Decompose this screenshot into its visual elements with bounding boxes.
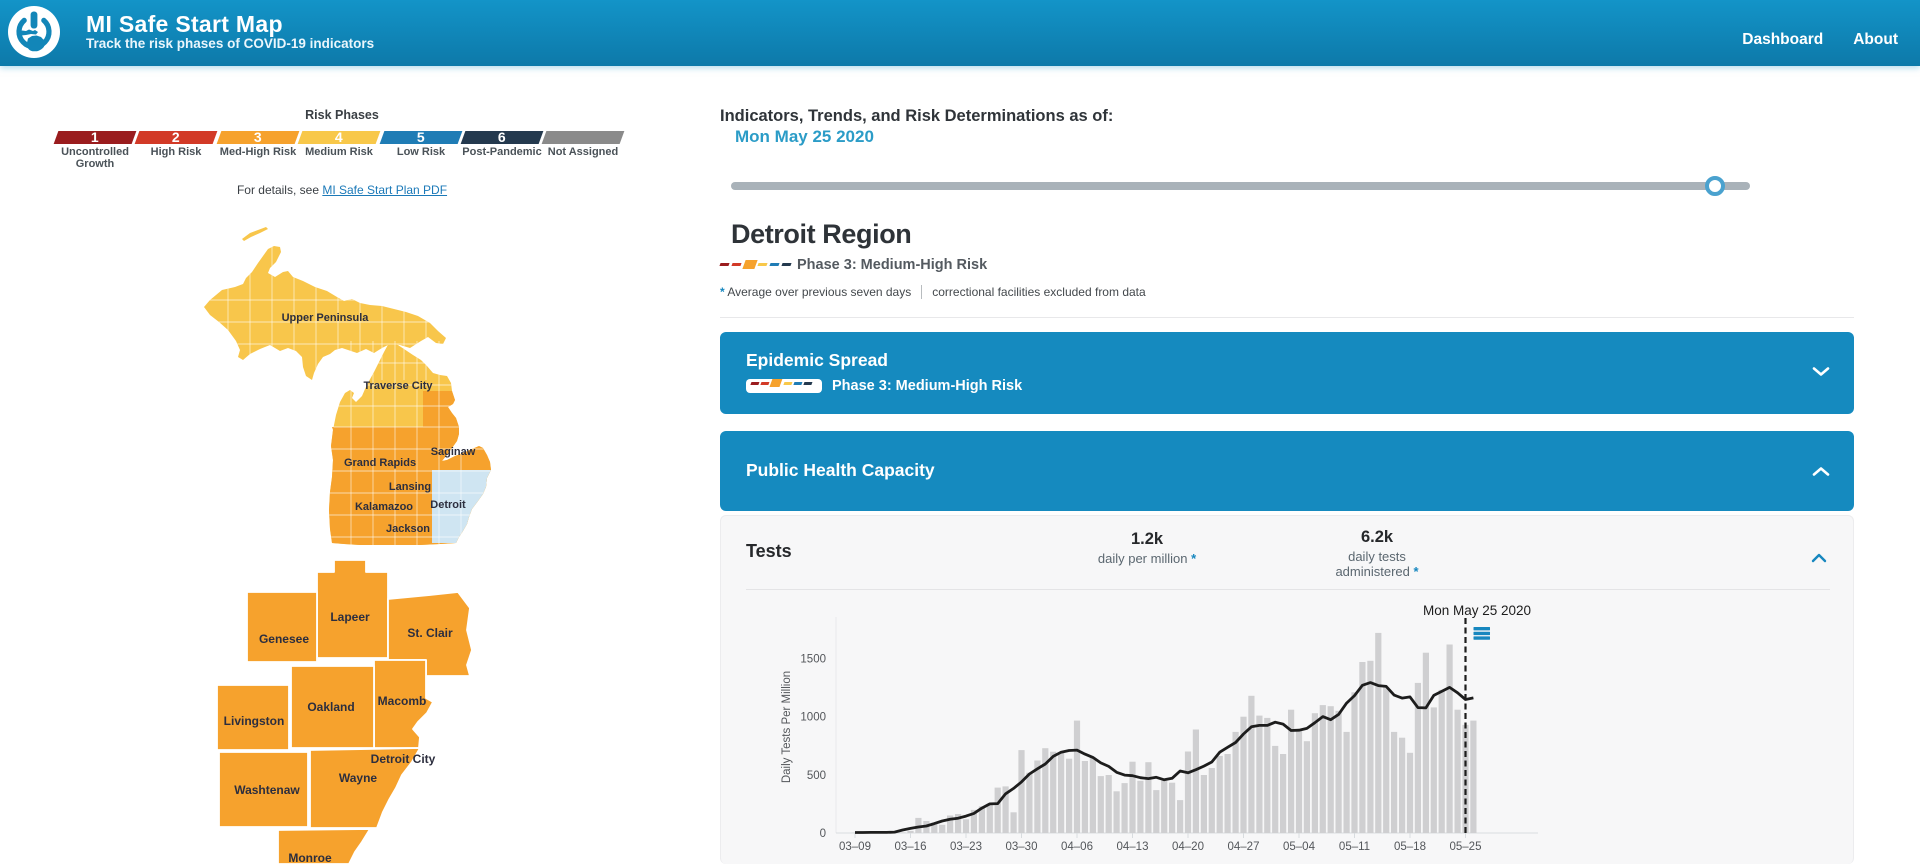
svg-text:Oakland: Oakland bbox=[307, 700, 354, 714]
svg-text:500: 500 bbox=[807, 770, 826, 782]
svg-text:0: 0 bbox=[820, 828, 826, 840]
svg-text:Detroit City: Detroit City bbox=[371, 752, 436, 766]
svg-text:Mon May 25 2020: Mon May 25 2020 bbox=[1423, 603, 1531, 618]
svg-text:Detroit: Detroit bbox=[430, 499, 466, 511]
svg-text:04–27: 04–27 bbox=[1228, 841, 1260, 853]
svg-text:1000: 1000 bbox=[800, 712, 826, 724]
svg-text:03–09: 03–09 bbox=[839, 841, 871, 853]
svg-text:03–23: 03–23 bbox=[950, 841, 982, 853]
svg-text:Lapeer: Lapeer bbox=[330, 610, 370, 624]
svg-text:03–30: 03–30 bbox=[1006, 841, 1038, 853]
svg-text:03–16: 03–16 bbox=[895, 841, 927, 853]
svg-text:Jackson: Jackson bbox=[386, 523, 430, 535]
svg-text:Monroe: Monroe bbox=[288, 851, 332, 864]
svg-text:Grand Rapids: Grand Rapids bbox=[344, 457, 416, 469]
svg-text:04–06: 04–06 bbox=[1061, 841, 1093, 853]
svg-text:Washtenaw: Washtenaw bbox=[234, 783, 300, 797]
svg-text:St. Clair: St. Clair bbox=[407, 626, 453, 640]
svg-text:Upper Peninsula: Upper Peninsula bbox=[282, 312, 370, 324]
svg-text:Traverse City: Traverse City bbox=[363, 380, 433, 392]
svg-text:05–25: 05–25 bbox=[1450, 841, 1482, 853]
svg-text:Kalamazoo: Kalamazoo bbox=[355, 501, 413, 513]
svg-text:Livingston: Livingston bbox=[224, 714, 285, 728]
svg-text:Genesee: Genesee bbox=[259, 632, 309, 646]
svg-text:Lansing: Lansing bbox=[389, 481, 431, 493]
svg-text:Daily Tests Per Million: Daily Tests Per Million bbox=[781, 671, 793, 783]
svg-text:Macomb: Macomb bbox=[378, 694, 427, 708]
svg-text:05–18: 05–18 bbox=[1394, 841, 1426, 853]
svg-text:Saginaw: Saginaw bbox=[431, 446, 476, 458]
svg-text:04–13: 04–13 bbox=[1117, 841, 1149, 853]
svg-text:1500: 1500 bbox=[800, 654, 826, 666]
svg-text:05–11: 05–11 bbox=[1339, 841, 1370, 853]
svg-text:Wayne: Wayne bbox=[339, 771, 378, 785]
svg-text:05–04: 05–04 bbox=[1283, 841, 1316, 853]
svg-text:04–20: 04–20 bbox=[1172, 841, 1204, 853]
